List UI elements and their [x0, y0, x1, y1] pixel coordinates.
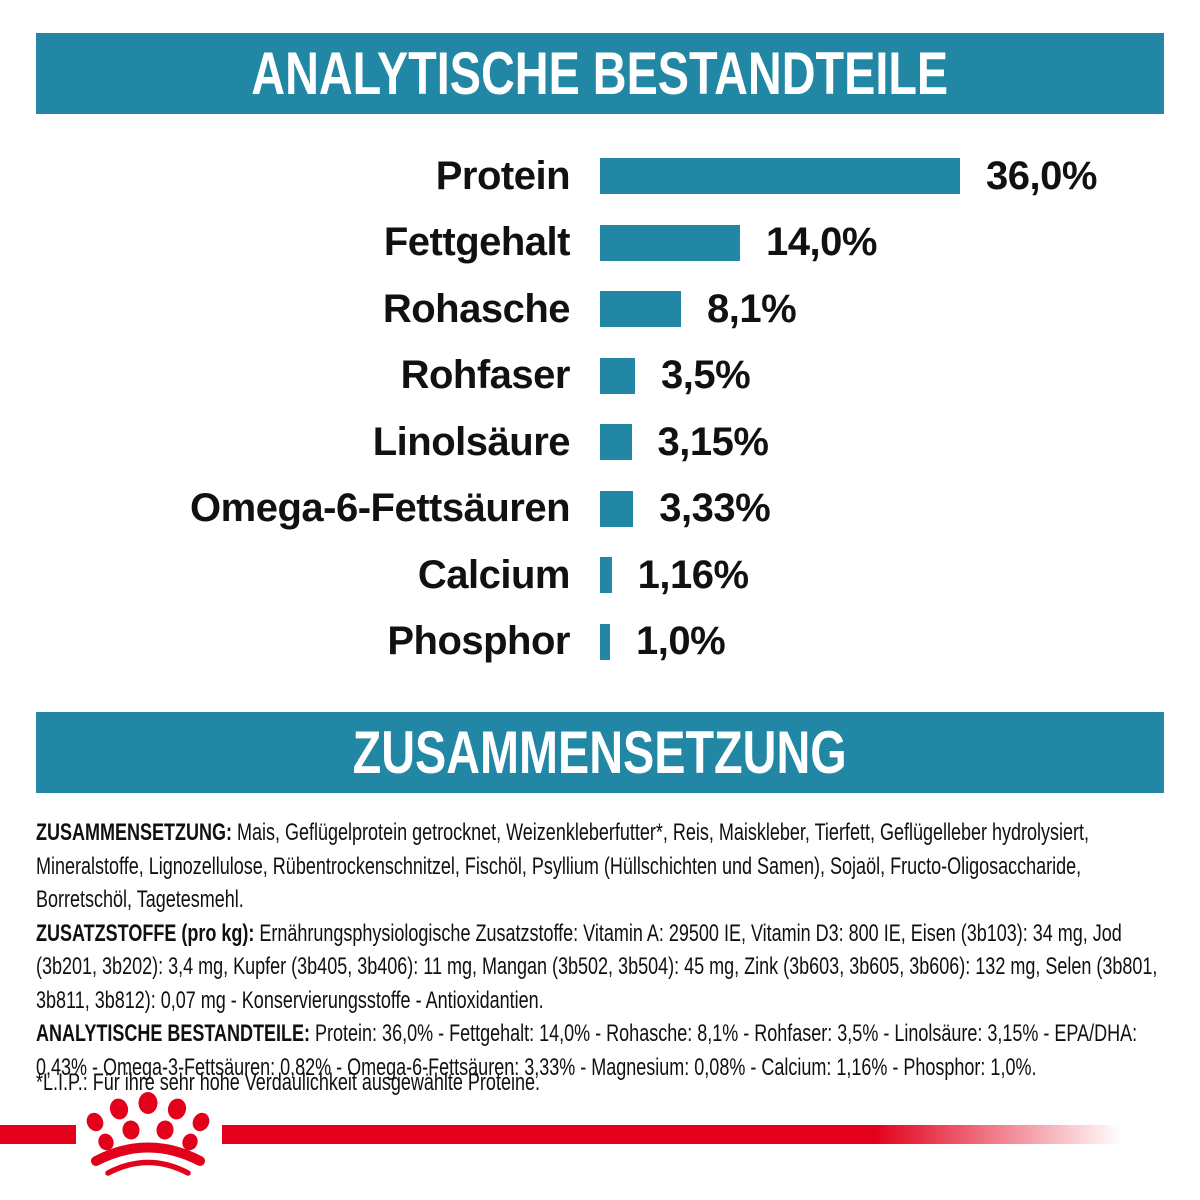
additives-paragraph: ZUSATZSTOFFE (pro kg): Ernährungsphysiol…	[36, 917, 1168, 1018]
bar-value: 36,0%	[986, 153, 1097, 198]
composition-paragraph: ZUSAMMENSETZUNG: Mais, Geflügelprotein g…	[36, 816, 1168, 917]
chart-row: Linolsäure 3,15%	[36, 409, 1164, 475]
paragraph-text: Protein: 36,0% - Fettgehalt: 14,0% - Roh…	[36, 1020, 1138, 1081]
chart-row: Protein 36,0%	[36, 143, 1164, 209]
bar-label: Rohfaser	[400, 353, 571, 397]
bottom-red-band-left	[0, 1125, 76, 1144]
chart-row: Omega-6-Fettsäuren 3,33%	[36, 476, 1164, 542]
analytical-constituents-bar-chart: Protein 36,0% Fettgehalt 14,0% Rohasche …	[36, 143, 1164, 675]
paragraph-lead: ANALYTISCHE BESTANDTEILE:	[36, 1020, 311, 1047]
bar	[600, 623, 610, 660]
bar-label: Phosphor	[387, 619, 570, 663]
bar-label: Rohasche	[382, 286, 571, 331]
composition-header: ZUSAMMENSETZUNG	[36, 712, 1164, 793]
bar-value: 3,33%	[659, 486, 771, 530]
bar	[600, 357, 635, 394]
bar-label: Protein	[435, 153, 571, 198]
bar-value: 1,0%	[636, 619, 726, 663]
paragraph-text: Ernährungsphysiologische Zusatzstoffe: V…	[36, 919, 1158, 1014]
chart-row: Rohfaser 3,5%	[36, 343, 1164, 409]
bar-label: Fettgehalt	[383, 220, 571, 264]
bar	[600, 224, 740, 261]
section-title: ANALYTISCHE BESTANDTEILE	[251, 40, 949, 107]
chart-row: Rohasche 8,1%	[36, 276, 1164, 342]
bar-value: 1,16%	[637, 552, 749, 597]
analytical-constituents-header: ANALYTISCHE BESTANDTEILE	[36, 33, 1164, 114]
paragraph-text: Mais, Geflügelprotein getrocknet, Weizen…	[36, 819, 1090, 913]
bar-value: 3,15%	[657, 419, 769, 464]
bar	[600, 424, 632, 460]
bar-label: Calcium	[417, 552, 571, 597]
bar	[600, 158, 960, 194]
chart-row: Phosphor 1,0%	[36, 609, 1164, 675]
bar	[600, 557, 612, 593]
chart-row: Fettgehalt 14,0%	[36, 210, 1164, 276]
bar-label: Omega-6-Fettsäuren	[190, 486, 570, 530]
bottom-red-band-right	[222, 1125, 1180, 1144]
royal-canin-paw-crown-icon	[86, 1092, 210, 1176]
paragraph-lead: ZUSAMMENSETZUNG:	[36, 819, 232, 846]
lip-footnote: *L.I.P.: Für ihre sehr hohe Verdaulichke…	[36, 1069, 540, 1096]
bar-value: 3,5%	[661, 353, 751, 397]
chart-row: Calcium 1,16%	[36, 542, 1164, 608]
section-title: ZUSAMMENSETZUNG	[353, 719, 847, 786]
paragraph-lead: ZUSATZSTOFFE (pro kg):	[36, 919, 255, 947]
bar-value: 8,1%	[707, 286, 797, 331]
bar	[600, 291, 681, 327]
composition-text-block: ZUSAMMENSETZUNG: Mais, Geflügelprotein g…	[36, 816, 1168, 1084]
bar	[600, 490, 634, 527]
bar-label: Linolsäure	[372, 419, 571, 464]
bar-value: 14,0%	[766, 220, 877, 264]
analytical-paragraph: ANALYTISCHE BESTANDTEILE: Protein: 36,0%…	[36, 1017, 1168, 1084]
